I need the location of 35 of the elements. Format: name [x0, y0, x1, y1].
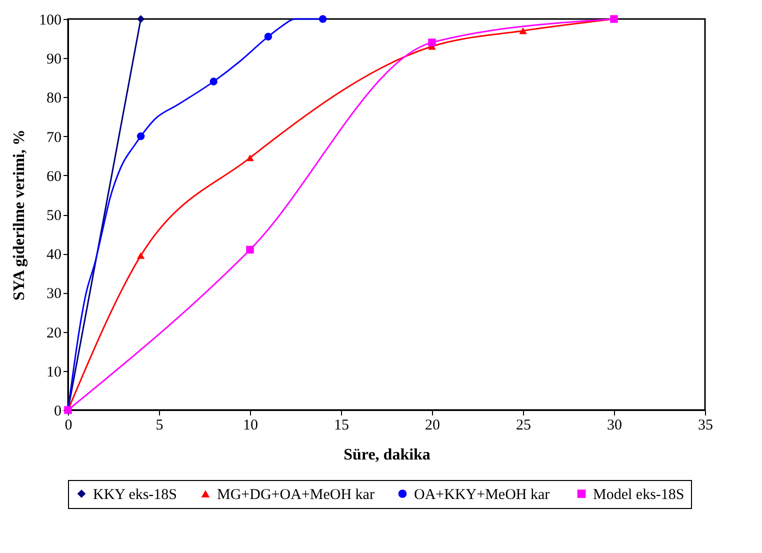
point — [210, 78, 218, 86]
point — [136, 252, 145, 259]
x-tick-label: 35 — [698, 418, 713, 434]
x-tick-label: 5 — [156, 418, 164, 434]
legend-label: KKY eks-18S — [93, 486, 178, 503]
y-tick-label: 50 — [46, 208, 62, 224]
x-tick-label: 0 — [64, 418, 72, 434]
x-tick-label: 25 — [516, 418, 531, 434]
y-tick-label: 100 — [39, 12, 62, 28]
point — [246, 246, 254, 254]
legend-label: MG+DG+OA+MeOH kar — [217, 486, 374, 503]
y-tick-label: 0 — [54, 404, 62, 420]
x-tick-label: 30 — [607, 418, 622, 434]
y-tick-label: 80 — [46, 90, 62, 107]
y-tick-label: 20 — [46, 325, 62, 342]
point — [246, 154, 254, 162]
point — [136, 15, 145, 23]
x-axis-title: Süre, dakika — [344, 446, 430, 464]
x-tick-label: 20 — [425, 418, 440, 434]
y-tick-label: 40 — [46, 247, 62, 264]
point — [428, 38, 436, 46]
point — [264, 32, 272, 40]
x-tick-label: 10 — [243, 418, 258, 434]
x-tick-label: 15 — [334, 418, 349, 434]
y-tick-label: 70 — [46, 130, 62, 146]
y-tick-label: 30 — [46, 286, 62, 302]
legend-label: OA+KKY+MeOH kar — [414, 486, 550, 503]
point — [136, 132, 145, 140]
y-tick-label: 10 — [46, 364, 62, 380]
point — [318, 15, 327, 23]
legend-label: Model eks-18S — [593, 486, 684, 503]
y-tick-label: 90 — [46, 52, 62, 68]
y-axis-title: SYA giderilme verimi, % — [11, 130, 28, 300]
point — [519, 27, 527, 34]
y-tick-label: 60 — [46, 168, 62, 185]
